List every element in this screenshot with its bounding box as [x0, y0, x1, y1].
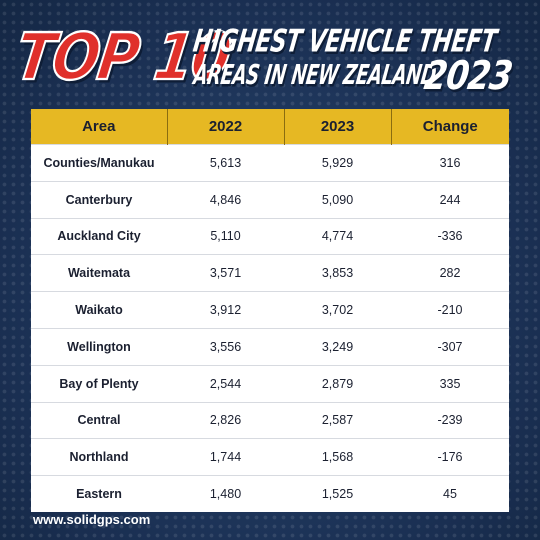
cell-area: Auckland City [31, 217, 167, 255]
cell-change: -307 [391, 327, 509, 366]
theft-table: Area 2022 2023 Change Counties/Manukau 5… [31, 109, 509, 512]
cell-change: 282 [391, 254, 509, 292]
cell-area: Waitemata [31, 254, 167, 292]
table-header-row: Area 2022 2023 Change [31, 109, 509, 145]
cell-2022: 4,846 [167, 180, 284, 219]
table-row: Canterbury 4,846 5,090 244 [31, 180, 509, 219]
cell-change: -210 [391, 291, 509, 329]
table-row: Bay of Plenty 2,544 2,879 335 [31, 364, 509, 403]
cell-2023: 4,774 [284, 217, 391, 255]
cell-2022: 5,110 [167, 217, 284, 255]
cell-2023: 3,853 [284, 254, 391, 292]
cell-2023: 2,879 [284, 364, 391, 403]
cell-2022: 1,480 [167, 475, 284, 512]
cell-2023: 3,702 [284, 291, 391, 329]
cell-area: Bay of Plenty [31, 364, 167, 403]
cell-change: -239 [391, 401, 509, 439]
cell-2022: 3,912 [167, 291, 284, 329]
cell-2022: 5,613 [167, 144, 284, 182]
cell-area: Canterbury [31, 180, 167, 219]
cell-area: Northland [31, 438, 167, 476]
cell-area: Wellington [31, 327, 167, 366]
cell-2022: 1,744 [167, 438, 284, 476]
website-link[interactable]: www.solidgps.com [33, 512, 151, 527]
header-2022: 2022 [166, 109, 285, 145]
cell-2022: 2,544 [167, 364, 284, 403]
cell-change: -176 [391, 438, 509, 476]
cell-area: Counties/Manukau [31, 144, 167, 182]
table-row: Eastern 1,480 1,525 45 [31, 475, 509, 512]
cell-2023: 3,249 [284, 327, 391, 366]
table-row: Waikato 3,912 3,702 -210 [31, 291, 509, 329]
cell-change: -336 [391, 217, 509, 255]
header-area: Area [31, 109, 168, 145]
cell-2022: 2,826 [167, 401, 284, 439]
cell-2022: 3,571 [167, 254, 284, 292]
cell-area: Eastern [31, 475, 167, 512]
cell-2023: 5,090 [284, 180, 391, 219]
cell-2023: 2,587 [284, 401, 391, 439]
cell-change: 45 [391, 475, 509, 512]
cell-2022: 3,556 [167, 327, 284, 366]
header-change: Change [390, 109, 509, 145]
header-2023: 2023 [283, 109, 392, 145]
cell-area: Waikato [31, 291, 167, 329]
cell-change: 244 [391, 180, 509, 219]
cell-area: Central [31, 401, 167, 439]
table-row: Northland 1,744 1,568 -176 [31, 438, 509, 476]
table-row: Central 2,826 2,587 -239 [31, 401, 509, 439]
cell-2023: 1,568 [284, 438, 391, 476]
table-row: Auckland City 5,110 4,774 -336 [31, 217, 509, 255]
table-row: Wellington 3,556 3,249 -307 [31, 327, 509, 366]
cell-change: 316 [391, 144, 509, 182]
table-row: Waitemata 3,571 3,853 282 [31, 254, 509, 292]
cell-change: 335 [391, 364, 509, 403]
title-line-2: AREAS IN NEW ZEALAND [191, 60, 438, 92]
table-row: Counties/Manukau 5,613 5,929 316 [31, 144, 509, 182]
cell-2023: 5,929 [284, 144, 391, 182]
cell-2023: 1,525 [284, 475, 391, 512]
title-year: 2023 [421, 54, 515, 100]
